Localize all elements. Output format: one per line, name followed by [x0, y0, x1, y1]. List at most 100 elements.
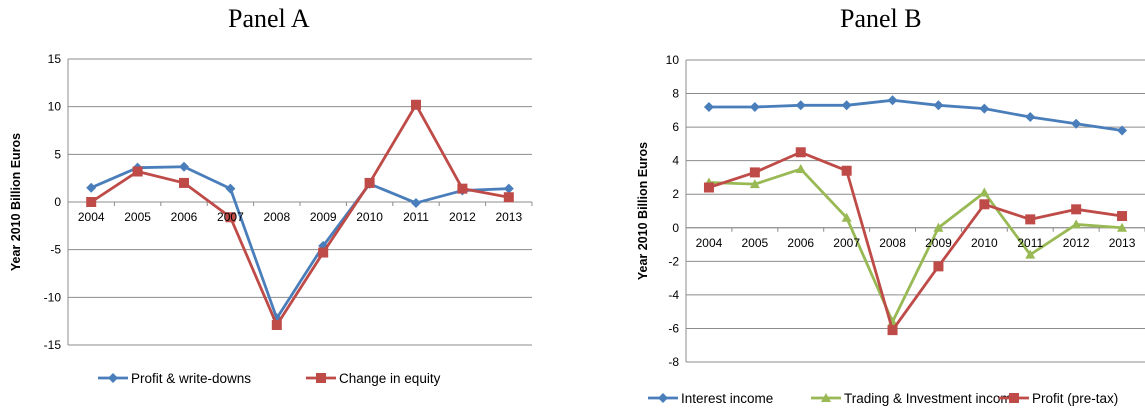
panel-b-series-1-point — [703, 101, 714, 112]
panel-a-series-1-point — [179, 161, 189, 172]
panel-b-y-tick-label: 10 — [666, 53, 680, 67]
panel-a-series-2-point — [411, 99, 421, 110]
panel-b-x-tick-label: 2010 — [971, 236, 998, 250]
panel-a-y-tick-label: -15 — [44, 338, 62, 352]
panel-a-series-2-point — [179, 177, 189, 188]
panel-b-series-2-point — [979, 187, 990, 197]
panel-a-y-tick-label: -5 — [50, 243, 61, 257]
panel-a-title: Panel A — [228, 4, 310, 33]
panel-b-y-tick-label: 4 — [672, 154, 679, 168]
panel-b-series-3-point — [933, 261, 944, 272]
panel-b-y-tick-label: 2 — [672, 187, 679, 201]
panel-a-x-tick-label: 2008 — [263, 210, 290, 224]
panel-b-series-1-point — [749, 101, 760, 112]
panel-a-series-2-point — [132, 166, 143, 177]
panel-a-series-2-line — [90, 103, 510, 327]
panel-b-series-3-point — [703, 182, 714, 193]
panel-a-legend-label: Change in equity — [339, 371, 441, 386]
panel-b-x-tick-label: 2008 — [879, 236, 906, 250]
panel-b-series-1-point — [979, 103, 990, 114]
panel-b-x-tick-label: 2009 — [925, 236, 952, 250]
panel-a-series-1-line — [90, 165, 509, 320]
panel-b-legend-label: Trading & Investment income — [844, 391, 1019, 406]
panel-a-series-2-point — [271, 319, 282, 330]
panel-b-x-tick-label: 2006 — [787, 236, 814, 250]
panel-b-y-tick-label: 0 — [672, 221, 679, 235]
panel-b-y-tick-label: 8 — [672, 87, 679, 101]
panel-a-series-1-point — [503, 183, 514, 194]
panel-b-x-tick-label: 2013 — [1109, 236, 1136, 250]
panel-b-series-1-point — [887, 95, 898, 106]
panel-b-y-tick-label: 6 — [672, 120, 679, 134]
panel-b-series-1-point — [1117, 125, 1128, 136]
panel-a-y-tick-label: 5 — [54, 147, 61, 161]
panel-a-y-axis-label: Year 2010 Billion Euros — [9, 133, 23, 271]
panel-b-y-tick-label: -4 — [668, 288, 679, 302]
panel-a-legend-marker — [316, 373, 326, 383]
panel-b-series-3-point — [887, 325, 898, 336]
panel-a-x-tick-label: 2011 — [403, 210, 429, 224]
panel-b-x-tick-label: 2011 — [1017, 236, 1043, 250]
panel-b-title: Panel B — [840, 4, 922, 33]
panel-a-x-tick-label: 2005 — [124, 210, 151, 224]
panel-a-y-tick-label: 15 — [48, 52, 62, 66]
panel-b-series-3-point — [979, 199, 990, 210]
panel-b-legend-marker — [821, 393, 831, 402]
panel-b-series-1-point — [841, 100, 852, 111]
panel-b-series-2-point — [841, 212, 852, 222]
panel-a-series-1-point — [225, 183, 236, 194]
panel-b-legend-label: Interest income — [681, 391, 773, 406]
panel-a-series-2-point — [318, 247, 329, 258]
panel-b-series-2-point — [1071, 219, 1082, 229]
panel-a-y-tick-label: 0 — [54, 195, 61, 209]
panel-b-y-axis-label: Year 2010 Billion Euros — [636, 142, 650, 280]
panel-b-series-2-point — [933, 222, 944, 232]
panel-b-series-3-point — [749, 167, 760, 178]
panel-b-series-3-point — [795, 147, 806, 158]
panel-a-x-tick-label: 2010 — [356, 210, 383, 224]
panel-a-series-1-point — [411, 197, 421, 208]
panel-a-x-tick-label: 2009 — [310, 210, 337, 224]
panel-b-series-2-point — [795, 164, 806, 174]
panel-b-x-tick-label: 2005 — [741, 236, 768, 250]
panel-a-series-2-point — [225, 212, 236, 223]
panel-a-y-tick-label: 10 — [48, 100, 62, 114]
panel-b-series-3-line — [708, 150, 1123, 332]
panel-a-x-tick-label: 2006 — [171, 210, 198, 224]
panel-a-legend-marker — [108, 373, 118, 383]
panel-b-series-3-point — [841, 165, 852, 176]
panel-b-series-3-point — [1117, 211, 1128, 222]
panel-b-y-tick-label: -2 — [668, 254, 679, 268]
panel-a-series-2-point — [86, 197, 97, 207]
panel-a-series-2-point — [503, 192, 514, 203]
panel-a-y-tick-label: -10 — [44, 290, 62, 304]
panel-a-series-1-point — [86, 182, 97, 193]
panel-b-legend-marker — [1009, 393, 1019, 403]
panel-a-x-tick-label: 2004 — [78, 210, 105, 224]
panel-b-y-tick-label: -6 — [668, 321, 679, 335]
panel-b-legend-marker — [658, 393, 668, 403]
panel-b-series-1-point — [1071, 118, 1082, 129]
panel-a-x-tick-label: 2013 — [495, 210, 522, 224]
panel-b-x-tick-label: 2004 — [696, 236, 723, 250]
panel-a-x-tick-label: 2007 — [217, 210, 244, 224]
panel-b-series-1-point — [933, 100, 944, 111]
panel-a-x-tick-label: 2012 — [449, 210, 476, 224]
panel-b-x-tick-label: 2007 — [833, 236, 860, 250]
panel-b-series-3-point — [1071, 204, 1082, 215]
panel-b-series-2-point — [749, 179, 760, 189]
panel-b-series-1-line — [708, 98, 1123, 132]
panel-b-x-tick-label: 2012 — [1063, 236, 1090, 250]
panel-a-series-2-point — [364, 177, 375, 188]
panel-b-series-2-point — [1117, 222, 1128, 232]
panel-b-legend-label: Profit (pre-tax) — [1032, 391, 1118, 406]
panel-a-legend-label: Profit & write-downs — [131, 371, 251, 386]
panel-b-y-tick-label: -8 — [668, 355, 679, 369]
panel-b-series-1-point — [795, 100, 806, 111]
panel-a-series-2-point — [457, 183, 468, 194]
panel-b-series-2-point — [1025, 249, 1036, 259]
panel-b-series-2-line — [708, 167, 1123, 324]
panel-b-series-3-point — [1025, 214, 1036, 225]
